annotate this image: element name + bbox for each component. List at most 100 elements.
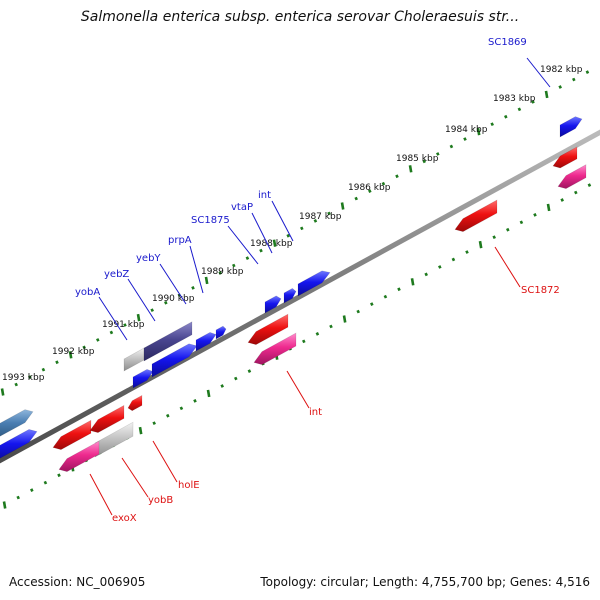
scale-label: 1983 kbp <box>493 94 536 104</box>
reverse-gene-label[interactable]: yobB <box>148 495 173 506</box>
scale-label: 1982 kbp <box>540 65 583 75</box>
minor-tick <box>424 272 428 277</box>
scale-label: 1990 kbp <box>152 294 195 304</box>
minor-tick <box>397 287 401 292</box>
scale-label: 1985 kbp <box>396 154 439 164</box>
backbone-line <box>0 129 600 464</box>
minor-tick <box>449 144 454 149</box>
minor-tick <box>327 211 331 216</box>
reverse-gene-label[interactable]: exoX <box>112 513 137 524</box>
minor-tick <box>286 233 290 238</box>
minor-tick <box>368 189 372 193</box>
forward-gene-label[interactable]: int <box>258 190 271 201</box>
forward-gene-label[interactable]: yebZ <box>104 269 129 280</box>
major-tick <box>342 315 347 323</box>
minor-tick <box>451 257 456 262</box>
forward-label-leader <box>526 57 551 88</box>
forward-gene-label[interactable]: yobA <box>75 287 100 298</box>
minor-tick <box>179 406 184 411</box>
minor-tick <box>166 413 170 418</box>
forward-label-leader <box>127 278 156 322</box>
minor-tick <box>465 250 469 254</box>
minor-tick <box>438 265 442 269</box>
forward-gene-label[interactable]: vtaP <box>231 202 253 213</box>
gene-block[interactable] <box>297 270 331 297</box>
minor-tick <box>43 480 48 485</box>
scale-label: 1991 kbp <box>102 320 145 330</box>
genome-backbone <box>0 129 600 464</box>
major-tick <box>410 278 415 286</box>
tick-marks <box>0 70 592 509</box>
reverse-gene-label[interactable]: holE <box>178 480 200 491</box>
major-tick <box>546 203 551 212</box>
gene-block[interactable] <box>283 288 297 304</box>
minor-tick <box>96 338 100 342</box>
reverse-gene-label[interactable]: int <box>309 407 322 418</box>
major-tick <box>476 127 481 136</box>
gene-block[interactable] <box>123 347 145 372</box>
minor-tick <box>300 226 304 231</box>
minor-tick <box>463 137 467 141</box>
gene-block[interactable] <box>247 313 289 345</box>
minor-tick <box>302 339 306 344</box>
minor-tick <box>177 293 182 298</box>
scale-label: 1988 kbp <box>250 239 293 249</box>
gene-features <box>0 116 587 472</box>
gene-block[interactable] <box>195 332 217 352</box>
minor-tick <box>492 235 496 240</box>
minor-tick <box>519 220 524 225</box>
scale-label: 1992 kbp <box>52 347 95 357</box>
forward-gene-label[interactable]: yebY <box>136 253 161 264</box>
reverse-gene-label[interactable]: SC1872 <box>521 285 560 296</box>
minor-tick <box>150 308 154 313</box>
accession-text: Accession: NC_006905 <box>9 575 146 589</box>
gene-block[interactable] <box>127 394 143 412</box>
major-tick <box>544 90 549 99</box>
minor-tick <box>234 376 238 381</box>
minor-tick <box>356 309 360 314</box>
forward-gene-label[interactable]: prpA <box>168 235 192 246</box>
minor-tick <box>220 384 224 388</box>
gene-block[interactable] <box>151 343 198 378</box>
scale-label: 1987 kbp <box>299 212 342 222</box>
forward-gene-label[interactable]: SC1869 <box>488 37 527 48</box>
gene-block[interactable] <box>143 321 193 362</box>
major-tick <box>0 388 5 396</box>
reverse-label-leader <box>286 370 310 409</box>
gene-block[interactable] <box>559 116 583 138</box>
gene-block[interactable] <box>264 295 282 314</box>
minor-tick <box>232 263 236 268</box>
major-tick <box>408 165 413 173</box>
minor-tick <box>82 345 86 350</box>
minor-tick <box>506 227 510 232</box>
forward-gene-label[interactable]: SC1875 <box>191 215 230 226</box>
minor-tick <box>587 183 592 187</box>
reverse-label-leader <box>494 246 521 288</box>
scale-label: 1989 kbp <box>201 267 244 277</box>
minor-tick <box>383 294 388 299</box>
minor-tick <box>16 495 20 500</box>
minor-tick <box>574 190 578 195</box>
gene-block[interactable] <box>557 164 587 189</box>
reverse-label-leader <box>152 440 178 483</box>
forward-label-leader <box>227 225 259 265</box>
gene-block[interactable] <box>0 409 34 439</box>
minor-tick <box>585 70 590 74</box>
gene-block[interactable] <box>552 146 578 169</box>
gene-block[interactable] <box>89 404 125 433</box>
minor-tick <box>259 248 263 253</box>
gene-block[interactable] <box>0 429 38 461</box>
gene-block[interactable] <box>215 325 227 340</box>
gene-block[interactable] <box>132 369 154 389</box>
minor-tick <box>313 219 318 223</box>
gene-block[interactable] <box>52 419 92 450</box>
reverse-label-leader <box>121 457 149 498</box>
minor-tick <box>354 196 358 201</box>
minor-tick <box>152 421 156 426</box>
scale-label: 1984 kbp <box>445 125 488 135</box>
gene-block[interactable] <box>58 440 100 472</box>
minor-tick <box>164 300 168 305</box>
gene-block[interactable] <box>253 332 297 365</box>
gene-block[interactable] <box>454 199 498 232</box>
